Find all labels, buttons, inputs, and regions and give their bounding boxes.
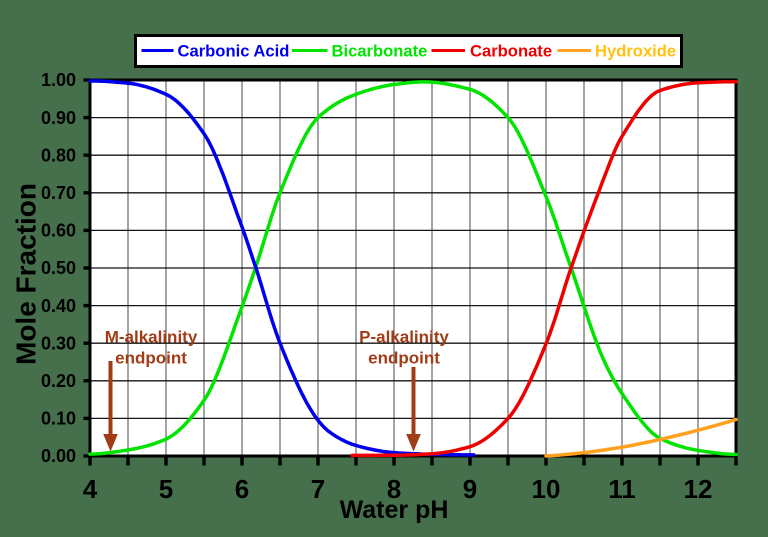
svg-text:8: 8 <box>387 474 401 504</box>
svg-text:Water pH: Water pH <box>340 496 449 524</box>
svg-text:0.60: 0.60 <box>41 221 76 241</box>
svg-text:0.10: 0.10 <box>41 409 76 429</box>
svg-text:0.90: 0.90 <box>41 108 76 128</box>
svg-text:Bicarbonate: Bicarbonate <box>332 41 428 60</box>
svg-text:0.20: 0.20 <box>41 371 76 391</box>
svg-text:0.30: 0.30 <box>41 333 76 353</box>
svg-text:Carbonic Acid: Carbonic Acid <box>178 41 290 60</box>
svg-text:6: 6 <box>235 474 249 504</box>
svg-text:M-alkalinity: M-alkalinity <box>105 328 198 347</box>
svg-text:0.80: 0.80 <box>41 145 76 165</box>
svg-text:10: 10 <box>532 474 561 504</box>
svg-text:Carbonate: Carbonate <box>470 41 552 60</box>
svg-text:11: 11 <box>608 474 636 504</box>
svg-text:0.70: 0.70 <box>41 183 76 203</box>
svg-text:P-alkalinity: P-alkalinity <box>359 328 449 347</box>
svg-text:Hydroxide: Hydroxide <box>595 41 676 60</box>
svg-text:endpoint: endpoint <box>115 349 187 368</box>
svg-text:endpoint: endpoint <box>368 349 440 368</box>
svg-text:0.50: 0.50 <box>41 258 76 278</box>
svg-text:0.40: 0.40 <box>41 296 76 316</box>
svg-text:4: 4 <box>83 474 98 504</box>
svg-text:9: 9 <box>463 474 477 504</box>
svg-text:12: 12 <box>684 474 713 504</box>
svg-text:0.00: 0.00 <box>41 446 76 466</box>
svg-text:7: 7 <box>311 474 325 504</box>
svg-text:1.00: 1.00 <box>41 70 76 90</box>
svg-text:5: 5 <box>159 474 173 504</box>
svg-text:Mole Fraction: Mole Fraction <box>11 183 42 365</box>
